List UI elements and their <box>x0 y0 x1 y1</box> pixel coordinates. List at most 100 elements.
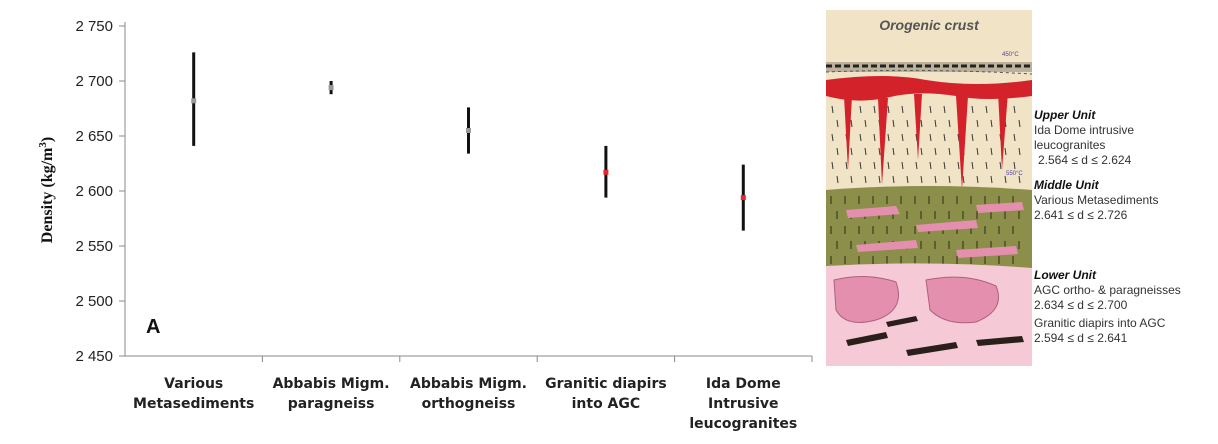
foliation-dash <box>836 119 839 128</box>
section-title: Orogenic crust <box>879 17 980 33</box>
foliation-dash <box>878 147 881 156</box>
foliation-dash <box>887 105 890 114</box>
y-axis-label: Density (kg/m3) <box>37 137 56 243</box>
mean-marker <box>740 195 746 201</box>
isotherm-450 <box>826 69 1032 75</box>
y-tick-label: 2 450 <box>75 348 113 365</box>
upper-unit-density: 2.564 ≤ d ≤ 2.624 <box>1038 153 1132 167</box>
foliation-dash <box>1004 175 1007 184</box>
foliation-dash <box>915 161 918 170</box>
y-tick-label: 2 500 <box>75 293 113 310</box>
foliation-dash <box>948 175 951 184</box>
category-label: Abbabis Migm. <box>410 376 527 392</box>
foliation-dash <box>887 161 890 170</box>
mean-marker <box>328 85 334 91</box>
foliation-dash <box>864 147 867 156</box>
lower-unit-heading: Lower Unit <box>1034 268 1096 282</box>
foliation-dash <box>1013 161 1016 170</box>
foliation-dash <box>985 133 988 142</box>
foliation-dash <box>864 119 867 128</box>
foliation-dash <box>1018 147 1021 156</box>
upper-unit-heading: Upper Unit <box>1034 108 1096 122</box>
lower-unit-line3: Granitic diapirs into AGC <box>1034 316 1166 330</box>
foliation-dash <box>901 161 904 170</box>
foliation-dash <box>831 161 834 170</box>
foliation-dash <box>943 133 946 142</box>
foliation-dash <box>850 147 853 156</box>
isotherm-top-label: 450°C <box>1002 52 1019 58</box>
foliation-dash <box>920 119 923 128</box>
category-label: Ida Dome <box>706 376 781 392</box>
foliation-dash <box>990 119 993 128</box>
foliation-dash <box>873 133 876 142</box>
y-tick-label: 2 750 <box>75 18 113 35</box>
isotherm-mid-label: 550°C <box>1006 171 1023 177</box>
category-label: Granitic diapirs <box>545 376 667 392</box>
upper-unit-line2: leucogranites <box>1034 138 1106 152</box>
foliation-dash <box>985 105 988 114</box>
middle-unit-heading: Middle Unit <box>1034 178 1099 192</box>
foliation-dash <box>971 161 974 170</box>
foliation-dash <box>906 119 909 128</box>
foliation-dash <box>845 161 848 170</box>
foliation-dash <box>985 161 988 170</box>
y-tick-label: 2 600 <box>75 183 113 200</box>
foliation-dash <box>962 175 965 184</box>
foliation-dash <box>990 147 993 156</box>
foliation-dash <box>901 105 904 114</box>
lower-unit-density1: 2.634 ≤ d ≤ 2.700 <box>1034 298 1128 312</box>
foliation-dash <box>1004 147 1007 156</box>
orogenic-crust-section: Orogenic crust 450°C 550°C <box>826 10 1032 366</box>
category-label: into AGC <box>572 396 641 412</box>
foliation-dash <box>850 175 853 184</box>
y-tick-label: 2 650 <box>75 128 113 145</box>
lower-dark-lenses <box>846 316 1024 356</box>
middle-unit-density: 2.641 ≤ d ≤ 2.726 <box>1034 208 1128 222</box>
middle-unit-caption: Middle Unit Various Metasediments 2.641 … <box>1034 178 1159 223</box>
leucogranite-dikes <box>844 92 1008 190</box>
foliation-dash <box>892 147 895 156</box>
y-tick-label: 2 700 <box>75 73 113 90</box>
lower-unit-caption: Lower Unit AGC ortho- & paragneisses 2.6… <box>1034 268 1181 346</box>
foliation-dash <box>859 161 862 170</box>
foliation-dash <box>976 119 979 128</box>
foliation-dash <box>943 105 946 114</box>
foliation-dash <box>948 119 951 128</box>
category-label: Metasediments <box>133 396 254 412</box>
density-chart: 2 450 2 500 2 550 2 600 2 650 2 700 2 750 Vari… <box>37 18 813 432</box>
foliation-dash <box>1013 133 1016 142</box>
mean-marker <box>191 98 197 104</box>
foliation-dash <box>892 175 895 184</box>
foliation-dash <box>873 161 876 170</box>
leucogranite-sill <box>826 76 1032 101</box>
foliation-dash <box>934 119 937 128</box>
category-label: Various <box>164 376 223 392</box>
foliation-dash <box>920 175 923 184</box>
foliation-dash <box>906 175 909 184</box>
lower-unit-line1: AGC ortho- & paragneisses <box>1034 283 1181 297</box>
foliation-dash <box>836 175 839 184</box>
foliation-dash <box>906 147 909 156</box>
middle-pink-lenses <box>846 202 1024 258</box>
mean-marker <box>603 169 609 175</box>
foliation-dash <box>957 161 960 170</box>
mean-marker <box>466 128 471 133</box>
upper-unit-caption: Upper Unit Ida Dome intrusive leucograni… <box>1034 108 1134 168</box>
foliation-dash <box>929 133 932 142</box>
foliation-dash <box>948 147 951 156</box>
foliation-dash <box>934 147 937 156</box>
foliation-dash <box>920 147 923 156</box>
foliation-dash <box>831 105 834 114</box>
category-label: orthogneiss <box>422 396 516 412</box>
foliation-dash <box>836 147 839 156</box>
foliation-dash <box>990 175 993 184</box>
y-tick-label: 2 550 <box>75 238 113 255</box>
foliation-dash <box>892 119 895 128</box>
foliation-dash <box>878 175 881 184</box>
category-label: leucogranites <box>689 416 797 432</box>
category-label: Abbabis Migm. <box>273 376 390 392</box>
foliation-dash <box>887 133 890 142</box>
category-label: paragneiss <box>288 396 375 412</box>
foliation-dash <box>859 105 862 114</box>
lower-unit-density2: 2.594 ≤ d ≤ 2.641 <box>1034 331 1128 345</box>
